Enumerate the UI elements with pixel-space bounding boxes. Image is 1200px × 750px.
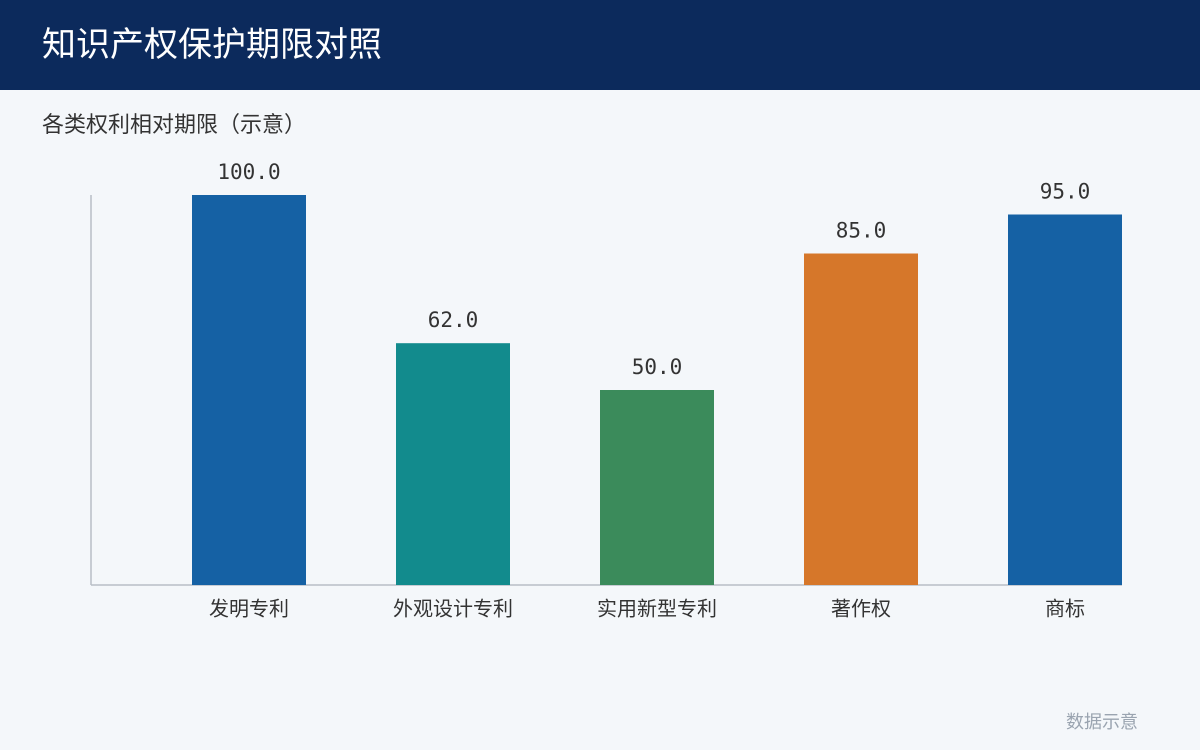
- bar: [192, 195, 306, 585]
- value-label: 62.0: [428, 308, 479, 332]
- value-label: 50.0: [632, 355, 683, 379]
- footer-note: 数据示意: [1066, 712, 1138, 733]
- header-bar: 知识产权保护期限对照: [0, 0, 1200, 90]
- value-label: 100.0: [217, 160, 280, 184]
- value-label: 85.0: [836, 219, 887, 243]
- x-tick-label: 商标: [1045, 597, 1085, 621]
- bar: [1008, 214, 1122, 585]
- chart-title: 各类权利相对期限（示意）: [42, 113, 306, 138]
- bar: [804, 253, 918, 585]
- x-tick-label: 发明专利: [209, 597, 289, 621]
- value-label: 95.0: [1040, 180, 1091, 204]
- x-tick-label: 外观设计专利: [393, 597, 513, 621]
- bar: [396, 343, 510, 585]
- header-title: 知识产权保护期限对照: [42, 25, 382, 65]
- x-tick-label: 著作权: [831, 597, 891, 621]
- bar: [600, 390, 714, 585]
- x-tick-label: 实用新型专利: [597, 597, 717, 621]
- chart: 各类权利相对期限（示意） 发明专利 100.0 外观设计专利 62.0 实用新型专利 50…: [42, 113, 1122, 621]
